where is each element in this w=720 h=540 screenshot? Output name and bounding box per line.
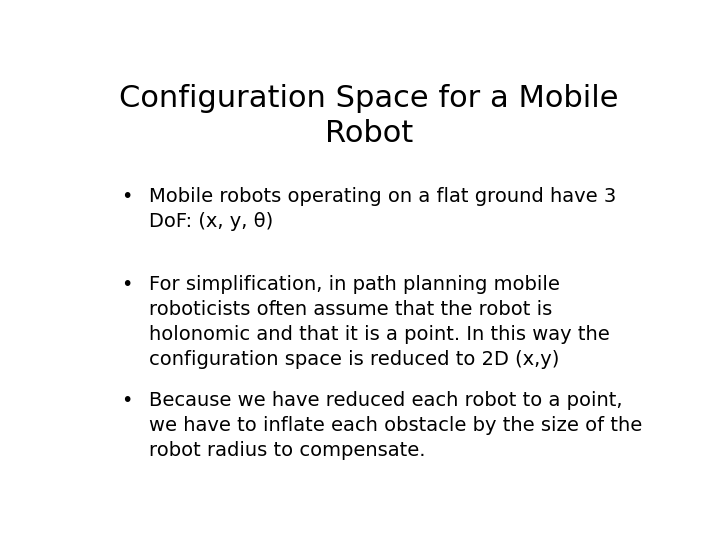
Text: Mobile robots operating on a flat ground have 3
DoF: (x, y, θ): Mobile robots operating on a flat ground… [148,187,616,232]
Text: •: • [121,275,132,294]
Text: Configuration Space for a Mobile
Robot: Configuration Space for a Mobile Robot [120,84,618,148]
Text: Because we have reduced each robot to a point,
we have to inflate each obstacle : Because we have reduced each robot to a … [148,391,642,460]
Text: •: • [121,187,132,206]
Text: •: • [121,391,132,410]
Text: For simplification, in path planning mobile
roboticists often assume that the ro: For simplification, in path planning mob… [148,275,609,369]
